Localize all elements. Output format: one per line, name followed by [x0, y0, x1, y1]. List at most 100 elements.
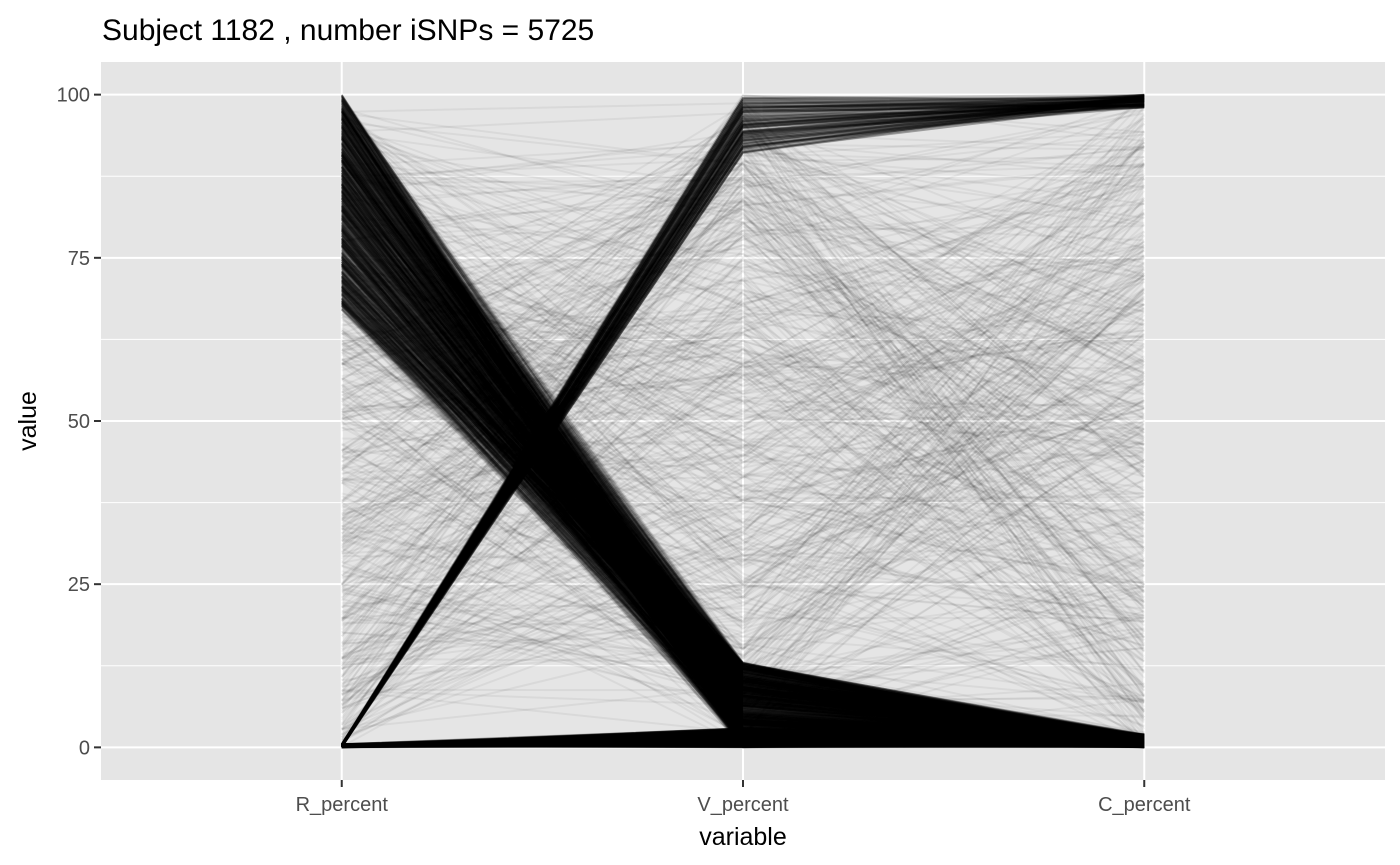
- series-line: [340, 147, 1145, 736]
- series-line: [340, 94, 1145, 747]
- series-line: [341, 272, 1145, 741]
- series-line: [340, 99, 1145, 745]
- series-line: [341, 280, 1145, 620]
- series-line: [341, 735, 1145, 749]
- series-line: [340, 126, 1145, 748]
- series-line: [340, 148, 1145, 748]
- series-line: [341, 297, 1145, 748]
- series-line: [340, 146, 1145, 740]
- y-tick-label: 75: [68, 248, 90, 270]
- series-line: [341, 279, 1145, 737]
- series-line: [341, 237, 1145, 744]
- series-line: [340, 108, 1145, 747]
- series-line: [341, 734, 1145, 748]
- series-line: [340, 152, 1145, 748]
- series-line: [341, 299, 1145, 747]
- series-line: [341, 739, 1145, 746]
- series-line: [340, 175, 1145, 738]
- series-line: [340, 175, 1145, 740]
- series-line: [340, 242, 1145, 747]
- series-line: [340, 206, 1145, 745]
- series-line: [341, 271, 1145, 747]
- series-line: [341, 290, 1145, 749]
- series-line: [341, 740, 1145, 749]
- series-line: [340, 181, 1145, 748]
- series-line: [340, 245, 1145, 746]
- series-line: [340, 195, 1145, 742]
- series-line: [341, 315, 1145, 713]
- series-line: [340, 103, 1145, 748]
- series-line: [340, 154, 1145, 740]
- series-line: [341, 744, 1145, 748]
- series-line: [341, 730, 1145, 747]
- series-line: [340, 101, 1145, 746]
- series-line: [341, 179, 1145, 594]
- series-line: [341, 274, 1145, 743]
- series-line: [341, 270, 1145, 745]
- series-line: [341, 734, 1145, 747]
- series-line: [340, 152, 1145, 747]
- series-line: [340, 115, 1145, 748]
- series-line: [340, 102, 1145, 746]
- series-line: [340, 184, 1145, 742]
- series-line: [340, 168, 1145, 746]
- series-line: [341, 219, 1145, 748]
- series-line: [341, 301, 1145, 749]
- series-line: [340, 271, 1145, 743]
- series-line: [340, 174, 1145, 744]
- series-line: [341, 228, 1145, 738]
- series-line: [341, 264, 1145, 746]
- series-line: [340, 173, 1145, 745]
- series-line: [340, 222, 1145, 747]
- series-line: [340, 108, 1145, 742]
- series-line: [340, 188, 1145, 742]
- series-line: [341, 284, 1145, 746]
- series-line: [340, 93, 1145, 648]
- series-line: [341, 272, 1145, 741]
- series-line: [340, 215, 1145, 742]
- series-line: [341, 404, 1145, 446]
- series-line: [341, 738, 1145, 748]
- series-line: [341, 484, 1145, 613]
- series-line: [341, 252, 1145, 737]
- series-line: [341, 288, 1145, 742]
- series-line: [340, 142, 1145, 746]
- series-line: [341, 304, 1145, 740]
- series-line: [341, 742, 1145, 747]
- series-line: [340, 99, 1145, 746]
- series-line: [340, 142, 1145, 736]
- series-line: [341, 342, 1145, 652]
- series-line: [341, 275, 1145, 745]
- series-line: [340, 202, 1145, 747]
- series-line: [341, 119, 1145, 703]
- series-line: [341, 282, 1145, 738]
- series-line: [341, 732, 1145, 748]
- series-line: [340, 228, 1145, 749]
- series-line: [341, 365, 1145, 456]
- series-line: [340, 265, 1145, 739]
- series-line: [341, 291, 1145, 739]
- series-line: [341, 272, 1145, 739]
- series-line: [340, 96, 1145, 745]
- series-line: [340, 214, 1145, 745]
- series-line: [341, 300, 1145, 741]
- series-line: [340, 113, 1145, 747]
- series-line: [340, 158, 1145, 744]
- series-line: [340, 155, 1145, 738]
- series-line: [341, 112, 1146, 646]
- series-line: [341, 162, 1145, 546]
- series-line: [341, 738, 1145, 748]
- series-line: [340, 117, 1145, 738]
- series-line: [340, 193, 1145, 745]
- series-line: [340, 190, 1145, 745]
- series-line: [340, 187, 1145, 744]
- series-line: [341, 351, 1145, 647]
- series-line: [340, 97, 1145, 742]
- series-line: [341, 147, 1146, 722]
- series-line: [340, 217, 1145, 748]
- series-line: [340, 184, 1145, 740]
- series-line: [341, 307, 1145, 744]
- series-line: [341, 245, 1145, 748]
- series-line: [340, 211, 1145, 736]
- series-line: [340, 111, 1145, 743]
